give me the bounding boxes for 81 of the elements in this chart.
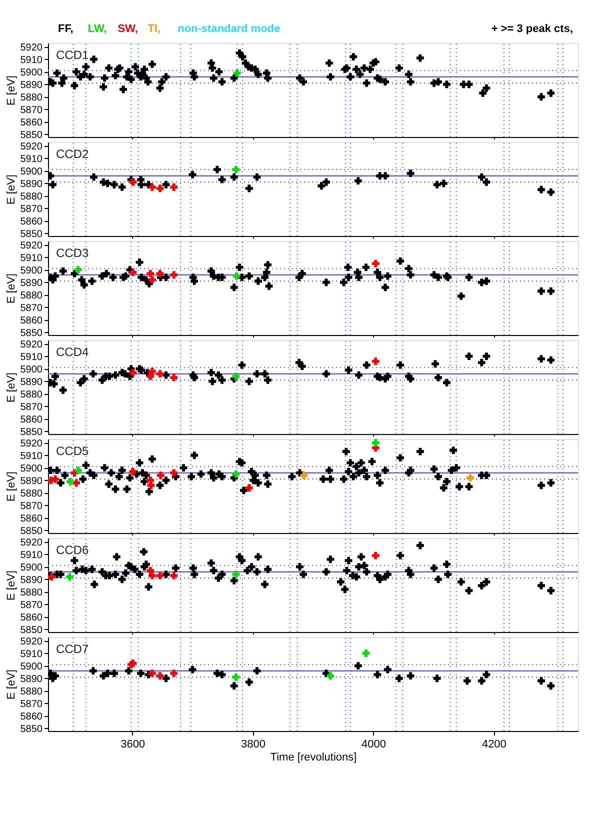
chart-title: CCD2: [56, 147, 89, 161]
y-tick-label: 5890: [20, 674, 43, 685]
y-tick-label: 5920: [20, 42, 43, 54]
y-tick-label: 5870: [20, 204, 43, 215]
chart-title: CCD5: [56, 444, 89, 458]
y-tick-label: 5890: [20, 80, 43, 91]
y-tick-label: 5890: [20, 278, 43, 289]
y-tick-label: 5910: [20, 54, 43, 66]
y-tick-label: 5870: [20, 402, 43, 413]
y-tick-label: 5880: [20, 686, 43, 698]
y-tick-label: 5920: [20, 537, 43, 548]
y-tick-label: 5860: [20, 315, 43, 326]
y-tick-label: 5850: [20, 624, 43, 636]
y-tick-label: 5910: [20, 352, 43, 363]
y-tick-label: 5920: [20, 438, 43, 450]
y-tick-label: 5900: [20, 364, 43, 376]
y-axis-title: E [eV]: [5, 472, 18, 502]
y-tick-label: 5900: [20, 661, 43, 672]
y-axis-title: E [eV]: [5, 372, 18, 402]
y-axis-title: E [eV]: [5, 570, 18, 600]
y-tick-label: 5880: [20, 290, 43, 302]
chart-title: CCD7: [56, 642, 89, 656]
y-axis-title: E [eV]: [5, 274, 18, 304]
y-tick-label: 5880: [20, 191, 43, 202]
y-tick-label: 5860: [20, 711, 43, 722]
text: + >= 3 peak cts,: [491, 23, 573, 35]
legend-label: SW,: [118, 23, 138, 35]
x-tick-label: 4000: [361, 738, 386, 750]
y-axis-title: E [eV]: [5, 76, 18, 106]
y-tick-label: 5890: [20, 178, 43, 190]
y-tick-label: 5900: [20, 166, 43, 178]
y-tick-label: 5860: [20, 216, 43, 228]
y-tick-label: 5880: [20, 389, 43, 400]
y-tick-label: 5900: [20, 67, 43, 78]
y-tick-label: 5850: [20, 426, 43, 438]
x-axis-title: Time [revolutions]: [270, 752, 357, 764]
y-tick-label: 5920: [20, 141, 43, 152]
y-tick-label: 5920: [20, 240, 43, 252]
text: FF,: [58, 23, 74, 35]
y-tick-label: 5910: [20, 648, 43, 660]
y-tick-label: 5870: [20, 302, 43, 314]
y-tick-label: 5850: [20, 526, 43, 537]
y-tick-label: 5860: [20, 513, 43, 524]
y-tick-label: 5870: [20, 500, 43, 512]
y-tick-label: 5850: [20, 228, 43, 240]
y-axis-title: E [eV]: [5, 670, 18, 700]
chart-title: CCD6: [56, 543, 89, 557]
y-tick-label: 5910: [20, 154, 43, 165]
chart-title: CCD3: [56, 246, 89, 260]
y-tick-label: 5850: [20, 328, 43, 339]
y-tick-label: 5870: [20, 600, 43, 611]
chart-title: CCD1: [56, 48, 89, 62]
y-tick-label: 5890: [20, 574, 43, 586]
y-tick-label: 5910: [20, 450, 43, 462]
y-tick-label: 5920: [20, 636, 43, 648]
y-tick-label: 5870: [20, 104, 43, 116]
y-tick-label: 5880: [20, 92, 43, 104]
y-tick-label: 5920: [20, 339, 43, 350]
x-tick-label: 4200: [482, 738, 506, 750]
x-tick-label: 3800: [241, 738, 266, 750]
legend-label: non-standard mode: [178, 23, 280, 35]
y-tick-label: 5910: [20, 550, 43, 561]
y-tick-label: 5850: [20, 130, 43, 141]
y-tick-label: 5880: [20, 587, 43, 598]
y-tick-label: 5900: [20, 265, 43, 276]
y-tick-label: 5860: [20, 612, 43, 624]
legend-label: TI,: [148, 23, 161, 35]
y-tick-label: 5880: [20, 488, 43, 500]
y-tick-label: 5860: [20, 414, 43, 426]
y-tick-label: 5870: [20, 698, 43, 710]
x-tick-label: 3600: [120, 738, 146, 750]
chart-title: CCD4: [56, 345, 89, 359]
y-tick-label: 5900: [20, 562, 43, 574]
y-tick-label: 5860: [20, 117, 43, 128]
y-tick-label: 5850: [20, 724, 43, 735]
text: LW,: [88, 23, 107, 35]
y-axis-title: E [eV]: [5, 174, 18, 204]
y-tick-label: 5910: [20, 252, 43, 264]
y-tick-label: 5890: [20, 476, 43, 487]
y-tick-label: 5890: [20, 376, 43, 388]
y-tick-label: 5900: [20, 463, 43, 474]
